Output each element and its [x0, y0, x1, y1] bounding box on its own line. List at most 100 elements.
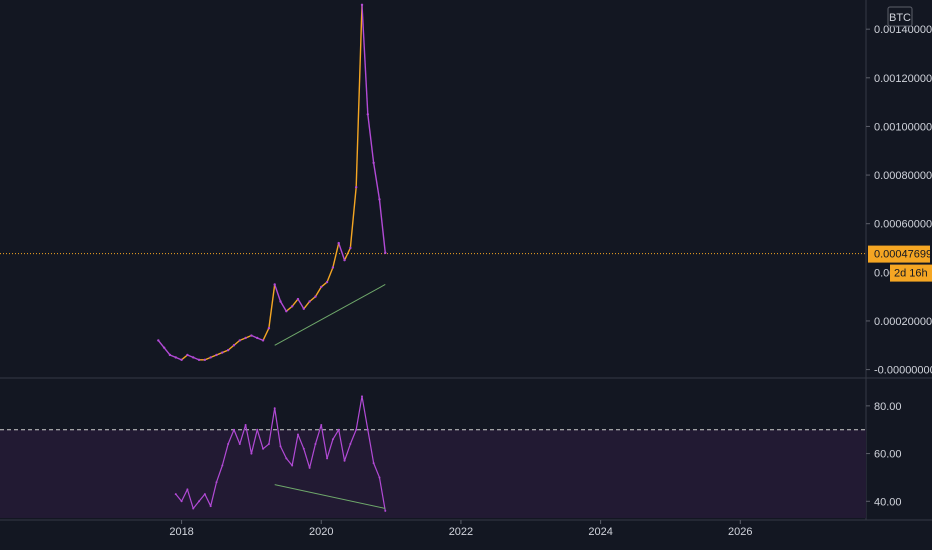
price-segment: [163, 347, 171, 356]
price-point: [197, 358, 201, 362]
price-point: [302, 307, 305, 310]
rsi-segment: [326, 439, 334, 459]
rsi-segment: [250, 429, 258, 454]
rsi-point: [331, 438, 334, 441]
rsi-point: [296, 433, 299, 436]
rsi-point: [215, 481, 218, 484]
rsi-segment: [309, 443, 317, 469]
rsi-point: [291, 464, 294, 467]
rsi-segment: [198, 493, 206, 502]
price-segment: [303, 301, 311, 310]
price-segment: [285, 305, 293, 312]
price-point: [244, 336, 247, 340]
last-price-label: 0.00047699: [874, 249, 932, 261]
price-point: [384, 251, 387, 255]
rsi-tick-label: 60.00: [874, 449, 902, 461]
countdown-badge: [890, 264, 932, 282]
rsi-segment: [367, 429, 375, 464]
rsi-segment: [192, 500, 200, 509]
rsi-point: [192, 507, 195, 510]
rsi-segment: [291, 434, 299, 466]
price-point: [267, 327, 271, 330]
price-segment: [233, 339, 241, 346]
rsi-point: [285, 457, 288, 460]
rsi-segment: [373, 462, 381, 478]
rsi-segment: [320, 424, 328, 459]
rsi-tick-label: 40.00: [874, 496, 902, 508]
rsi-segment: [175, 493, 183, 502]
price-segment: [279, 301, 287, 312]
rsi-segment: [378, 477, 386, 511]
rsi-point: [256, 428, 259, 431]
rsi-point: [232, 428, 235, 431]
rsi-point: [320, 423, 323, 426]
price-point: [232, 344, 236, 347]
rsi-segment: [245, 424, 253, 454]
price-tick-label: 0.00080000: [874, 170, 932, 182]
price-point: [250, 334, 253, 337]
rsi-segment: [349, 429, 357, 445]
price-point: [308, 300, 311, 303]
rsi-segment: [215, 465, 223, 483]
rsi-point: [186, 488, 189, 491]
rsi-point: [273, 407, 276, 410]
rsi-segment: [279, 446, 287, 459]
rsi-segment: [343, 443, 351, 461]
price-segment: [291, 298, 299, 307]
rsi-point: [203, 493, 206, 496]
price-point: [168, 353, 172, 357]
price-point: [349, 246, 352, 250]
rsi-point: [279, 445, 282, 448]
price-segment: [343, 247, 351, 261]
price-segment: [314, 286, 322, 297]
rsi-band: [0, 429, 866, 518]
price-segment: [367, 114, 375, 163]
currency-badge[interactable]: [887, 6, 913, 27]
price-tick-label: 0.00060000: [874, 219, 932, 231]
time-tick-label: 2018: [169, 526, 193, 538]
price-point: [325, 280, 329, 284]
price-segment: [157, 339, 165, 349]
price-segment: [309, 296, 316, 303]
rsi-segment: [233, 429, 241, 445]
rsi-segment: [256, 429, 264, 449]
price-point: [273, 283, 276, 286]
price-point: [279, 300, 282, 303]
rsi-point: [227, 443, 230, 446]
price-segment: [181, 354, 188, 361]
price-tick-label: 0.00020000: [874, 316, 932, 328]
price-point: [226, 348, 230, 352]
rsi-segment: [239, 424, 247, 445]
time-tick-label: 2022: [449, 526, 473, 538]
price-segment: [349, 187, 357, 249]
rsi-point: [238, 443, 241, 446]
rsi-segment: [355, 396, 363, 430]
rsi-segment: [204, 493, 212, 507]
price-segment: [338, 242, 346, 261]
price-point: [366, 113, 370, 116]
rsi-point: [198, 500, 201, 503]
rsi-point: [326, 457, 329, 460]
price-point: [256, 336, 259, 340]
rsi-point: [355, 428, 358, 431]
rsi-trendline[interactable]: [274, 484, 386, 509]
price-point: [162, 346, 166, 349]
price-tick-label: 0.00140000: [874, 24, 932, 36]
rsi-point: [250, 452, 253, 455]
rsi-point: [366, 428, 369, 431]
price-point: [180, 358, 183, 362]
price-point: [372, 161, 375, 165]
rsi-segment: [332, 429, 340, 440]
price-segment: [378, 199, 386, 253]
price-segment: [274, 284, 282, 302]
price-tick-label: -0.00000000: [874, 365, 932, 377]
rsi-point: [221, 464, 224, 467]
price-segment: [268, 284, 276, 329]
price-trendline[interactable]: [274, 284, 386, 346]
price-point: [209, 356, 212, 359]
rsi-point: [378, 476, 381, 479]
rsi-segment: [361, 396, 369, 430]
rsi-point: [360, 395, 363, 398]
